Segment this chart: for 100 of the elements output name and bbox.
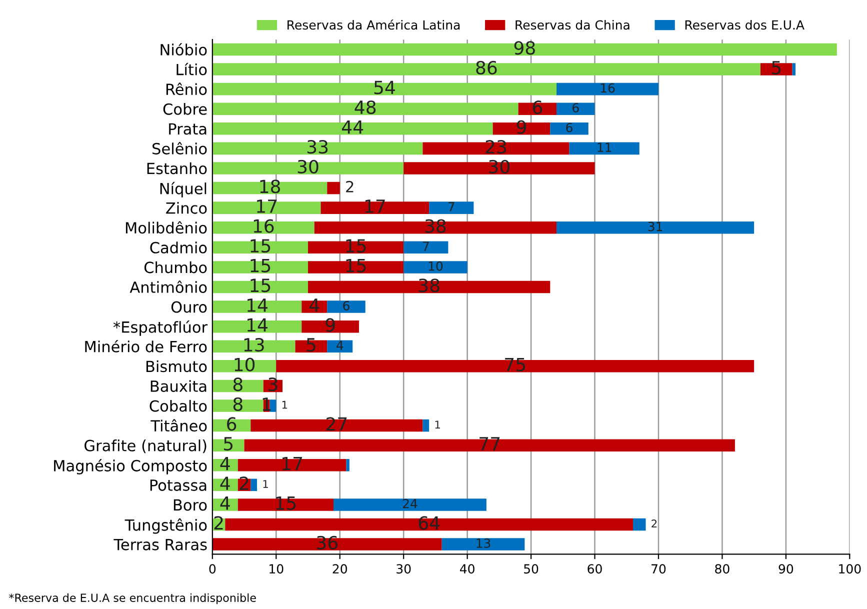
bar bbox=[238, 458, 346, 472]
y-tick-label: Boro bbox=[174, 499, 207, 511]
data-label: 15 bbox=[346, 239, 366, 253]
data-label: 24 bbox=[402, 498, 418, 508]
data-label: 6 bbox=[343, 300, 350, 310]
data-label: 77 bbox=[480, 437, 500, 450]
data-label: 16 bbox=[600, 83, 615, 93]
data-label: 15 bbox=[250, 278, 270, 292]
data-label: 33 bbox=[307, 140, 328, 154]
data-label: 4 bbox=[336, 340, 344, 350]
y-tick-label: Rênio bbox=[166, 82, 207, 96]
bar bbox=[308, 241, 404, 254]
x-tick-label: 0 bbox=[209, 564, 216, 574]
x-tick-label: 50 bbox=[524, 564, 538, 574]
data-label: 2 bbox=[652, 520, 657, 528]
y-tick-label: Chumbo bbox=[144, 261, 207, 274]
bar bbox=[295, 340, 328, 353]
bar bbox=[327, 300, 366, 313]
data-label: 4 bbox=[310, 298, 320, 312]
data-label: 75 bbox=[505, 358, 526, 372]
bar bbox=[212, 102, 518, 115]
data-label: 11 bbox=[598, 142, 612, 152]
data-label: 4 bbox=[220, 496, 230, 510]
data-label: 6 bbox=[227, 417, 236, 431]
bar bbox=[212, 340, 296, 353]
x-tick-label: 90 bbox=[778, 564, 794, 574]
bar bbox=[556, 221, 754, 234]
y-tick-label: Selênio bbox=[152, 142, 207, 154]
data-label: 2 bbox=[240, 476, 248, 490]
bar bbox=[212, 122, 493, 135]
y-tick-label: Potassa bbox=[150, 480, 206, 491]
data-label: 15 bbox=[250, 259, 270, 272]
data-label: 14 bbox=[248, 318, 268, 332]
bar bbox=[212, 142, 423, 155]
data-label: 6 bbox=[532, 100, 542, 114]
data-label: 48 bbox=[354, 100, 376, 114]
x-tick-label: 20 bbox=[332, 564, 347, 574]
y-tick-label: Magnésio Composto bbox=[54, 459, 207, 474]
data-label: 1 bbox=[263, 480, 268, 488]
data-label: 18 bbox=[260, 180, 280, 194]
y-tick-label: Bauxita bbox=[150, 380, 206, 392]
data-label: 54 bbox=[374, 80, 395, 94]
legend-label: Reservas da América Latina bbox=[288, 19, 460, 30]
y-tick-label: Terras Raras bbox=[114, 538, 207, 550]
y-tick-label: Cobre bbox=[163, 103, 207, 115]
y-tick-label: Estanho bbox=[147, 162, 207, 174]
y-tick-label: Cadmio bbox=[150, 242, 207, 254]
x-tick-label: 10 bbox=[270, 564, 284, 574]
bar bbox=[429, 202, 474, 214]
data-label: 5 bbox=[306, 338, 316, 352]
data-label: 23 bbox=[486, 140, 506, 154]
bar bbox=[333, 498, 486, 511]
data-label: 6 bbox=[566, 122, 572, 132]
bar bbox=[442, 538, 525, 550]
bar bbox=[320, 202, 430, 214]
bar bbox=[212, 221, 314, 234]
data-label: 27 bbox=[326, 417, 347, 431]
bar bbox=[422, 419, 430, 432]
data-label: 64 bbox=[418, 516, 440, 530]
data-label: 16 bbox=[254, 219, 274, 233]
data-label: 2 bbox=[214, 516, 223, 530]
y-tick-label: Prata bbox=[169, 123, 206, 135]
data-label: 10 bbox=[234, 358, 255, 372]
bar bbox=[792, 63, 796, 76]
y-tick-label: Ouro bbox=[171, 301, 207, 313]
bar bbox=[404, 261, 468, 274]
bar bbox=[308, 261, 404, 274]
x-tick-label: 60 bbox=[588, 564, 602, 574]
data-label: 38 bbox=[425, 219, 446, 233]
bar bbox=[212, 182, 328, 194]
legend-label: Reservas da China bbox=[516, 20, 630, 30]
bar bbox=[212, 261, 308, 274]
bar bbox=[212, 43, 837, 56]
bar bbox=[308, 280, 550, 294]
data-label: 13 bbox=[476, 538, 490, 548]
data-label: 17 bbox=[365, 200, 385, 213]
bar bbox=[244, 439, 735, 452]
y-tick-label: Antimônio bbox=[130, 280, 207, 294]
bar bbox=[404, 241, 448, 254]
y-tick-label: Zinco bbox=[166, 202, 207, 214]
bar bbox=[212, 320, 302, 333]
y-tick-label: Molibdênio bbox=[126, 221, 207, 234]
data-label: 86 bbox=[476, 60, 497, 75]
bar bbox=[556, 102, 595, 115]
data-label: 15 bbox=[250, 239, 270, 253]
legend-label: Reservas dos E.U.A bbox=[685, 20, 804, 30]
bar bbox=[212, 82, 557, 96]
text: *Reserva de E.U.A se encuentra indisponible bbox=[9, 593, 256, 604]
bar bbox=[422, 142, 570, 155]
data-label: 8 bbox=[233, 378, 242, 392]
data-label: 7 bbox=[422, 242, 429, 251]
data-label: 4 bbox=[220, 456, 230, 470]
data-label: 30 bbox=[489, 160, 510, 174]
x-tick-label: 80 bbox=[715, 564, 730, 574]
bar bbox=[518, 102, 557, 115]
data-label: 14 bbox=[248, 298, 268, 312]
y-tick-label: Níquel bbox=[160, 182, 206, 198]
data-label: 2 bbox=[346, 180, 354, 192]
data-label: 17 bbox=[257, 200, 277, 213]
x-tick-label: 70 bbox=[652, 564, 666, 574]
